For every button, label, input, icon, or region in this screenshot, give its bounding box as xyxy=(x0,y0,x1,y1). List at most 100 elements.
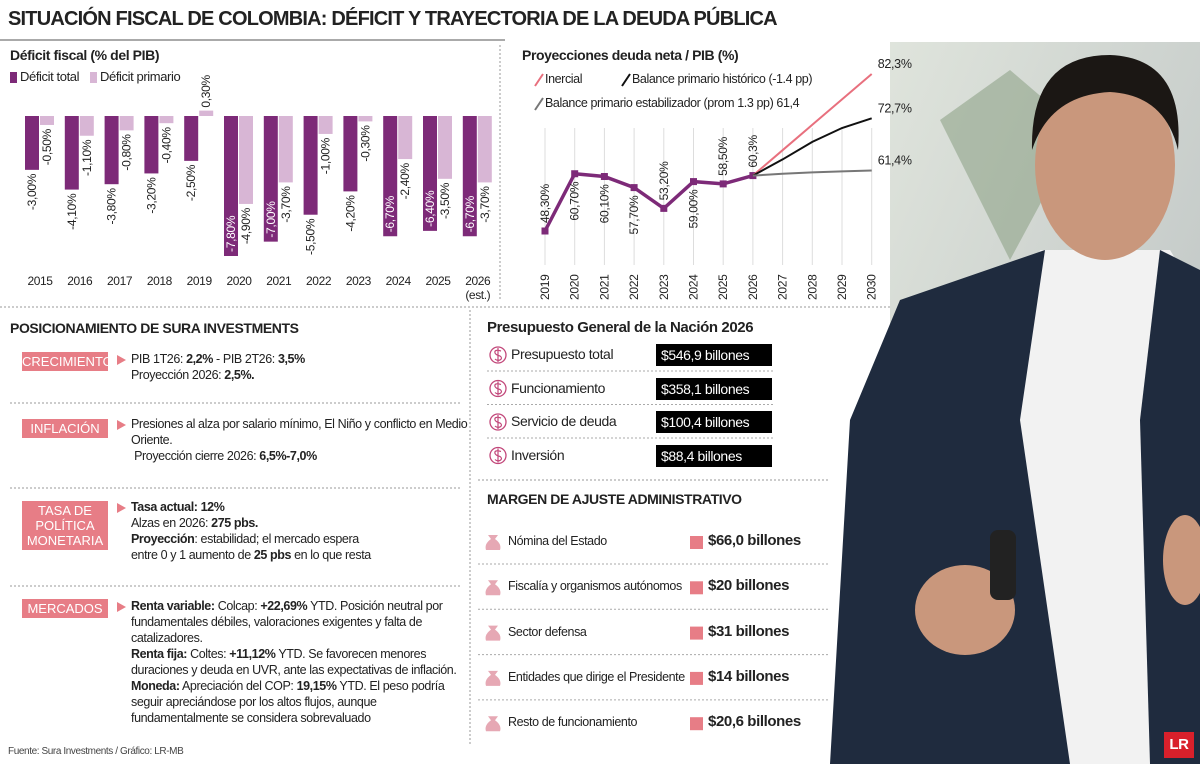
tag-label: MONETARIA xyxy=(26,533,104,548)
text-span: Presiones al alza por salario mínimo, El… xyxy=(131,417,468,431)
text-span: Coltes: xyxy=(187,647,230,661)
x-tick-label: 2025 xyxy=(425,274,451,288)
text-line: Oriente. xyxy=(131,433,173,447)
value-label: 60,3% xyxy=(746,134,760,167)
series-line xyxy=(752,169,872,177)
text-line: Renta fija: Coltes: +11,12% YTD. Se favo… xyxy=(131,647,426,661)
x-tick-label: 2021 xyxy=(266,274,292,288)
value-label: -3,70% xyxy=(478,186,492,223)
icon xyxy=(494,348,503,362)
margin-label: Fiscalía y organismos autónomos xyxy=(508,579,682,594)
value-label: -5,50% xyxy=(304,218,318,255)
text-bold: 2,5%. xyxy=(224,368,255,382)
bar xyxy=(278,116,293,183)
bar xyxy=(119,116,134,131)
bar xyxy=(438,116,452,179)
text-span: Apreciación del COP: xyxy=(179,679,297,693)
value-label: -6,70% xyxy=(383,195,397,232)
budget-label: Servicio de deuda xyxy=(511,413,617,429)
icon xyxy=(485,535,501,550)
value-label: -0,40% xyxy=(159,127,173,164)
section-title: Presupuesto General de la Nación 2026 xyxy=(487,319,754,336)
x-tick-label: 2019 xyxy=(186,274,213,288)
bar xyxy=(358,116,373,122)
point xyxy=(690,178,697,186)
bar xyxy=(263,116,278,242)
x-tick-label: 2024 xyxy=(687,274,701,300)
photo-hand-right xyxy=(1163,515,1200,605)
value-label: 0,30% xyxy=(199,74,213,107)
x-tick-label: 2022 xyxy=(627,274,641,300)
text-bold: Proyección xyxy=(131,532,195,546)
section-title: POSICIONAMIENTO DE SURA INVESTMENTS xyxy=(10,320,299,336)
icon xyxy=(485,625,501,641)
x-tick-label: 2030 xyxy=(865,274,879,300)
text-line: Renta variable: Colcap: +22,69% YTD. Pos… xyxy=(131,599,443,613)
text-span: duraciones y deuda en UVR, ante las expe… xyxy=(131,663,457,677)
budget-value: $358,1 billones xyxy=(656,377,772,400)
bar xyxy=(25,116,39,170)
x-tick-label: 2026 (est.) xyxy=(465,274,491,302)
bar xyxy=(477,116,492,183)
value-label: -2,40% xyxy=(398,162,412,199)
value-label: -1,00% xyxy=(319,137,333,174)
x-tick-label: 2025 xyxy=(716,274,730,300)
tag-label: TASA DE xyxy=(38,503,92,518)
value-label: 53,20% xyxy=(657,161,671,201)
tag: MERCADOS xyxy=(22,599,108,618)
bar xyxy=(159,116,174,124)
margin-value: $31 billones xyxy=(708,622,790,640)
text-bold: 25 pbs xyxy=(253,548,292,562)
value-label: -2,50% xyxy=(184,164,198,201)
x-tick-label: 2023 xyxy=(345,274,372,288)
margin-label: Nómina del Estado xyxy=(508,534,607,548)
text-bold: 19,15% xyxy=(296,679,337,693)
value-swatch xyxy=(690,626,703,640)
value-label: 60,10% xyxy=(597,184,611,224)
icon xyxy=(494,381,503,396)
text-bold: 275 pbs. xyxy=(211,516,258,530)
legend-swatch xyxy=(90,72,97,83)
bar xyxy=(383,116,398,237)
text-line: seguir apreciándose por los altos flujos… xyxy=(131,695,377,709)
bar xyxy=(303,116,318,215)
margin-label: Sector defensa xyxy=(508,624,587,639)
budget-value: $546,9 billones xyxy=(656,344,772,366)
x-tick-label: 2024 xyxy=(385,274,412,288)
legend-swatch xyxy=(621,73,631,87)
section-title: MARGEN DE AJUSTE ADMINISTRATIVO xyxy=(487,491,742,507)
value-label: 58,50% xyxy=(716,136,730,176)
bar xyxy=(398,116,413,160)
text-bold: +11,12% xyxy=(229,647,276,661)
tag: INFLACIÓN xyxy=(22,419,108,438)
tag-label: MERCADOS xyxy=(27,601,103,616)
value-label: -0,80% xyxy=(120,134,134,171)
budget-label: Funcionamiento xyxy=(511,379,606,396)
text-span: PIB 1T26: xyxy=(131,352,187,366)
chart-title: Déficit fiscal (% del PIB) xyxy=(10,47,160,63)
point xyxy=(600,173,608,181)
icon xyxy=(485,716,501,732)
legend-swatch xyxy=(10,72,17,83)
text-bold: 3,5% xyxy=(277,352,305,366)
text-span: YTD. Se favorecen menores xyxy=(275,647,427,661)
x-tick-label: 2020 xyxy=(226,274,252,288)
bar xyxy=(423,116,437,231)
tag-label: CRECIMIENTO xyxy=(22,354,113,369)
legend-label: Inercial xyxy=(545,72,583,86)
text-span: : estabilidad; el mercado espera xyxy=(194,532,359,546)
value-label: -7,80% xyxy=(224,215,238,252)
text-bold: 2,2% xyxy=(186,352,213,366)
value-label: -4,10% xyxy=(65,193,79,230)
value-label: 61,4% xyxy=(878,154,912,168)
x-tick-label: 2018 xyxy=(146,274,173,288)
bar xyxy=(184,116,199,161)
x-tick-label: 2026 xyxy=(746,274,760,300)
series-line xyxy=(752,73,873,177)
x-tick-label: 2020 xyxy=(568,274,582,300)
budget-value: $100,4 billones xyxy=(656,411,772,433)
value-label: 57,70% xyxy=(627,195,641,235)
bar xyxy=(343,116,358,192)
tag: CRECIMIENTO xyxy=(22,352,113,371)
